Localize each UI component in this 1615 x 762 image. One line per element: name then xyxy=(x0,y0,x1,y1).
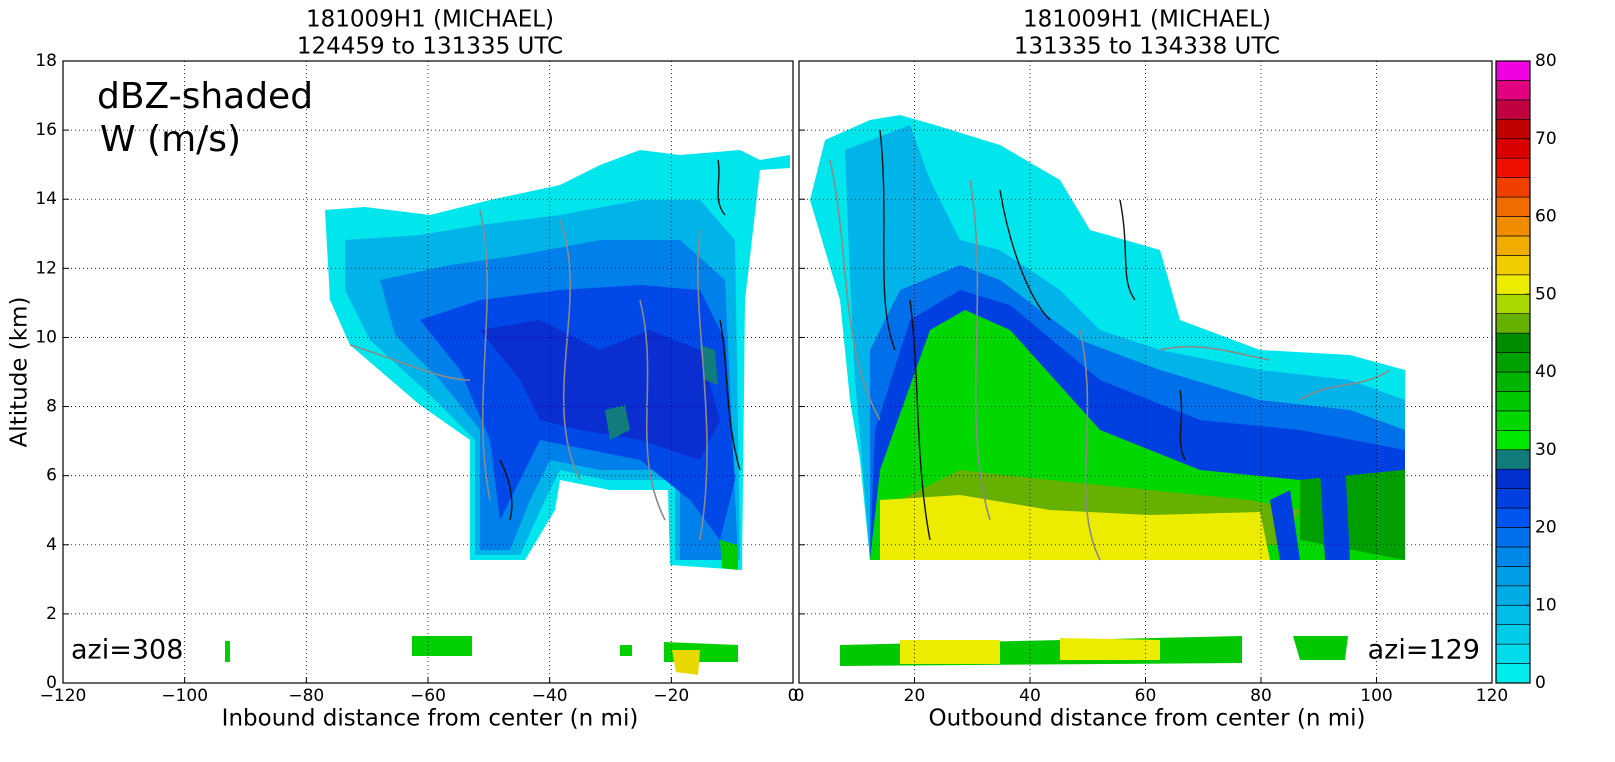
x-tick-label: −40 xyxy=(532,686,568,706)
panel-subtitle: 124459 to 131335 UTC xyxy=(297,34,563,60)
colorbar-segment xyxy=(1495,313,1531,334)
colorbar-segment xyxy=(1495,235,1531,256)
x-tick-label: 100 xyxy=(1360,686,1392,706)
colorbar-segment xyxy=(1495,99,1531,120)
colorbar-segment xyxy=(1495,546,1531,567)
y-tick-label: 12 xyxy=(35,258,57,278)
colorbar-segment xyxy=(1495,566,1531,587)
colorbar-tick-label: 80 xyxy=(1535,51,1557,71)
annotation: dBZ-shaded xyxy=(97,76,313,117)
colorbar-tick-label: 40 xyxy=(1535,362,1557,382)
colorbar-segment xyxy=(1495,663,1531,684)
colorbar-segment xyxy=(1495,604,1531,625)
colorbar-segment xyxy=(1495,138,1531,159)
colorbar-segment xyxy=(1495,177,1531,198)
colorbar-tick-label: 70 xyxy=(1535,129,1557,149)
colorbar-segment xyxy=(1495,371,1531,392)
x-tick-label: −80 xyxy=(288,686,324,706)
colorbar-segment xyxy=(1495,216,1531,237)
y-tick-label: 10 xyxy=(35,327,57,347)
colorbar-segment xyxy=(1495,332,1531,353)
colorbar-segment xyxy=(1495,274,1531,295)
annotation: azi=308 xyxy=(71,635,183,666)
y-tick-label: 8 xyxy=(46,397,57,417)
panel-title: 181009H1 (MICHAEL) xyxy=(1023,7,1271,33)
colorbar-segment xyxy=(1495,507,1531,528)
y-tick-label: 2 xyxy=(46,604,57,624)
colorbar-segment xyxy=(1495,624,1531,645)
panel-subtitle: 131335 to 134338 UTC xyxy=(1014,34,1280,60)
colorbar-segment xyxy=(1495,643,1531,664)
colorbar-segment xyxy=(1495,352,1531,373)
colorbar-segment xyxy=(1495,119,1531,140)
y-tick-label: 4 xyxy=(46,535,57,555)
x-tick-label: −120 xyxy=(40,686,87,706)
colorbar-tick-label: 30 xyxy=(1535,440,1557,460)
colorbar-segment xyxy=(1495,196,1531,217)
x-tick-label: 120 xyxy=(1476,686,1508,706)
annotation: azi=129 xyxy=(1368,635,1480,666)
colorbar-segment xyxy=(1495,255,1531,276)
colorbar-tick-label: 0 xyxy=(1535,673,1546,693)
x-tick-label: 20 xyxy=(904,686,926,706)
colorbar-segment xyxy=(1495,391,1531,412)
x-axis-label: Outbound distance from center (n mi) xyxy=(929,706,1366,732)
colorbar-tick-label: 10 xyxy=(1535,595,1557,615)
colorbar-segment xyxy=(1495,527,1531,548)
reflectivity-left xyxy=(225,150,790,675)
y-tick-label: 6 xyxy=(46,466,57,486)
x-tick-label: 60 xyxy=(1135,686,1157,706)
x-tick-label: 0 xyxy=(788,686,799,706)
x-tick-label: −100 xyxy=(161,686,208,706)
annotation: W (m/s) xyxy=(100,119,241,160)
colorbar-segment xyxy=(1495,60,1531,81)
x-axis-label: Inbound distance from center (n mi) xyxy=(222,706,639,732)
x-tick-label: 0 xyxy=(794,686,805,706)
y-tick-label: 16 xyxy=(35,120,57,140)
colorbar-tick-label: 20 xyxy=(1535,518,1557,538)
colorbar-segment xyxy=(1495,80,1531,101)
x-tick-label: 80 xyxy=(1250,686,1272,706)
panel-title: 181009H1 (MICHAEL) xyxy=(306,7,554,33)
colorbar-segment xyxy=(1495,430,1531,451)
y-tick-label: 14 xyxy=(35,189,57,209)
colorbar-segment xyxy=(1495,449,1531,470)
colorbar-tick-label: 60 xyxy=(1535,207,1557,227)
x-tick-label: −20 xyxy=(653,686,689,706)
colorbar-segment xyxy=(1495,293,1531,314)
colorbar-segment xyxy=(1495,488,1531,509)
y-tick-label: 18 xyxy=(35,51,57,71)
reflectivity-right xyxy=(810,115,1405,666)
colorbar-segment xyxy=(1495,585,1531,606)
colorbar-segment xyxy=(1495,410,1531,431)
x-tick-label: 40 xyxy=(1019,686,1041,706)
y-axis-label: Altitude (km) xyxy=(7,297,33,448)
colorbar-segment xyxy=(1495,157,1531,178)
colorbar-segment xyxy=(1495,468,1531,489)
x-tick-label: −60 xyxy=(410,686,446,706)
colorbar-tick-label: 50 xyxy=(1535,284,1557,304)
y-tick-label: 0 xyxy=(46,673,57,693)
